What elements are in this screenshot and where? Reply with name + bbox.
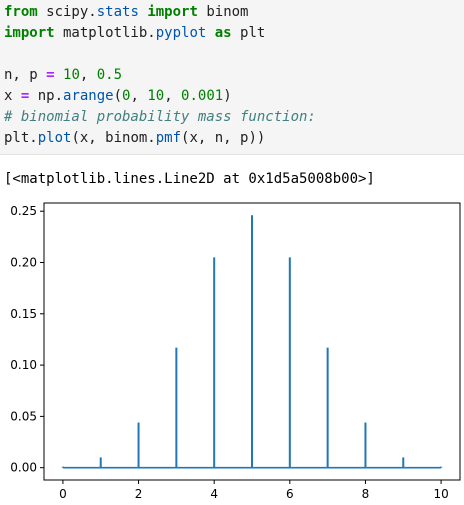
code-token: 10 — [63, 67, 80, 83]
code-token: as — [215, 25, 232, 41]
code-token: , — [164, 88, 181, 104]
code-token: (x, n, p)) — [181, 130, 265, 146]
code-token: 10 — [147, 88, 164, 104]
code-line: import matplotlib.pyplot as plt — [4, 25, 265, 42]
code-token: scipy. — [38, 4, 97, 20]
code-token: matplotlib. — [55, 25, 156, 41]
code-token: arange — [63, 88, 114, 104]
code-token: np. — [29, 88, 63, 104]
y-tick-label: 0.00 — [10, 461, 37, 475]
code-line: # binomial probability mass function: — [4, 109, 316, 126]
code-token: ) — [223, 88, 231, 104]
code-line: plt.plot(x, binom.pmf(x, n, p)) — [4, 130, 265, 147]
code-token: (x, binom. — [71, 130, 155, 146]
code-token: pmf — [156, 130, 181, 146]
y-tick-label: 0.15 — [10, 307, 37, 321]
code-token: plt — [232, 25, 266, 41]
code-cell[interactable]: from scipy.stats import binom import mat… — [0, 0, 464, 155]
code-token: , — [130, 88, 147, 104]
code-token: 0.001 — [181, 88, 223, 104]
code-token: pyplot — [156, 25, 207, 41]
code-token: ( — [114, 88, 122, 104]
x-tick-label: 6 — [286, 487, 294, 501]
x-tick-label: 0 — [59, 487, 67, 501]
code-line: n, p = 10, 0.5 — [4, 67, 122, 84]
code-token: x — [4, 88, 21, 104]
code-token: stats — [97, 4, 139, 20]
x-tick-label: 4 — [210, 487, 218, 501]
code-token: , — [80, 67, 97, 83]
y-tick-label: 0.25 — [10, 204, 37, 218]
x-tick-label: 10 — [433, 487, 448, 501]
code-token: from — [4, 4, 38, 20]
code-token: plt. — [4, 130, 38, 146]
cell-output-text: [<matplotlib.lines.Line2D at 0x1d5a5008b… — [4, 171, 375, 188]
pmf-line-plot: 0.00 0.05 0.10 0.15 0.20 0.25 0 2 4 6 8 10 — [0, 196, 464, 505]
code-line: from scipy.stats import binom — [4, 4, 248, 21]
code-token — [206, 25, 214, 41]
code-token: binom — [198, 4, 249, 20]
code-token: import — [4, 25, 55, 41]
code-token: n, p — [4, 67, 46, 83]
x-tick-label: 2 — [135, 487, 143, 501]
y-tick-label: 0.10 — [10, 358, 37, 372]
code-line: x = np.arange(0, 10, 0.001) — [4, 88, 232, 105]
y-tick-label: 0.20 — [10, 256, 37, 270]
code-token: plot — [38, 130, 72, 146]
code-token — [55, 67, 63, 83]
y-tick-label: 0.05 — [10, 409, 37, 423]
code-token: 0.5 — [97, 67, 122, 83]
code-token: import — [147, 4, 198, 20]
code-token: = — [46, 67, 54, 83]
code-token: # binomial probability mass function: — [4, 109, 316, 125]
x-tick-label: 8 — [362, 487, 370, 501]
